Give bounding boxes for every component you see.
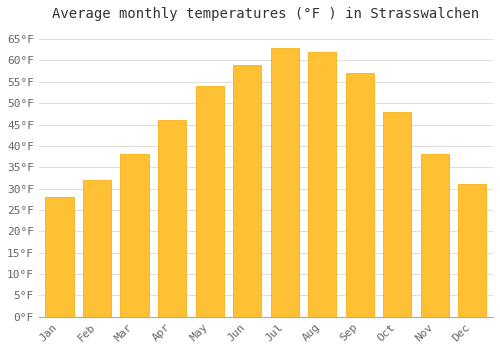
Bar [270,48,299,317]
Bar [120,154,148,317]
Bar [421,154,449,317]
Title: Average monthly temperatures (°F ) in Strasswalchen: Average monthly temperatures (°F ) in St… [52,7,480,21]
Bar [233,65,261,317]
Bar [83,180,111,317]
Bar [383,112,412,317]
Bar [308,52,336,317]
Bar [458,184,486,317]
Bar [346,73,374,317]
Bar [46,197,74,317]
Bar [158,120,186,317]
Bar [196,86,224,317]
